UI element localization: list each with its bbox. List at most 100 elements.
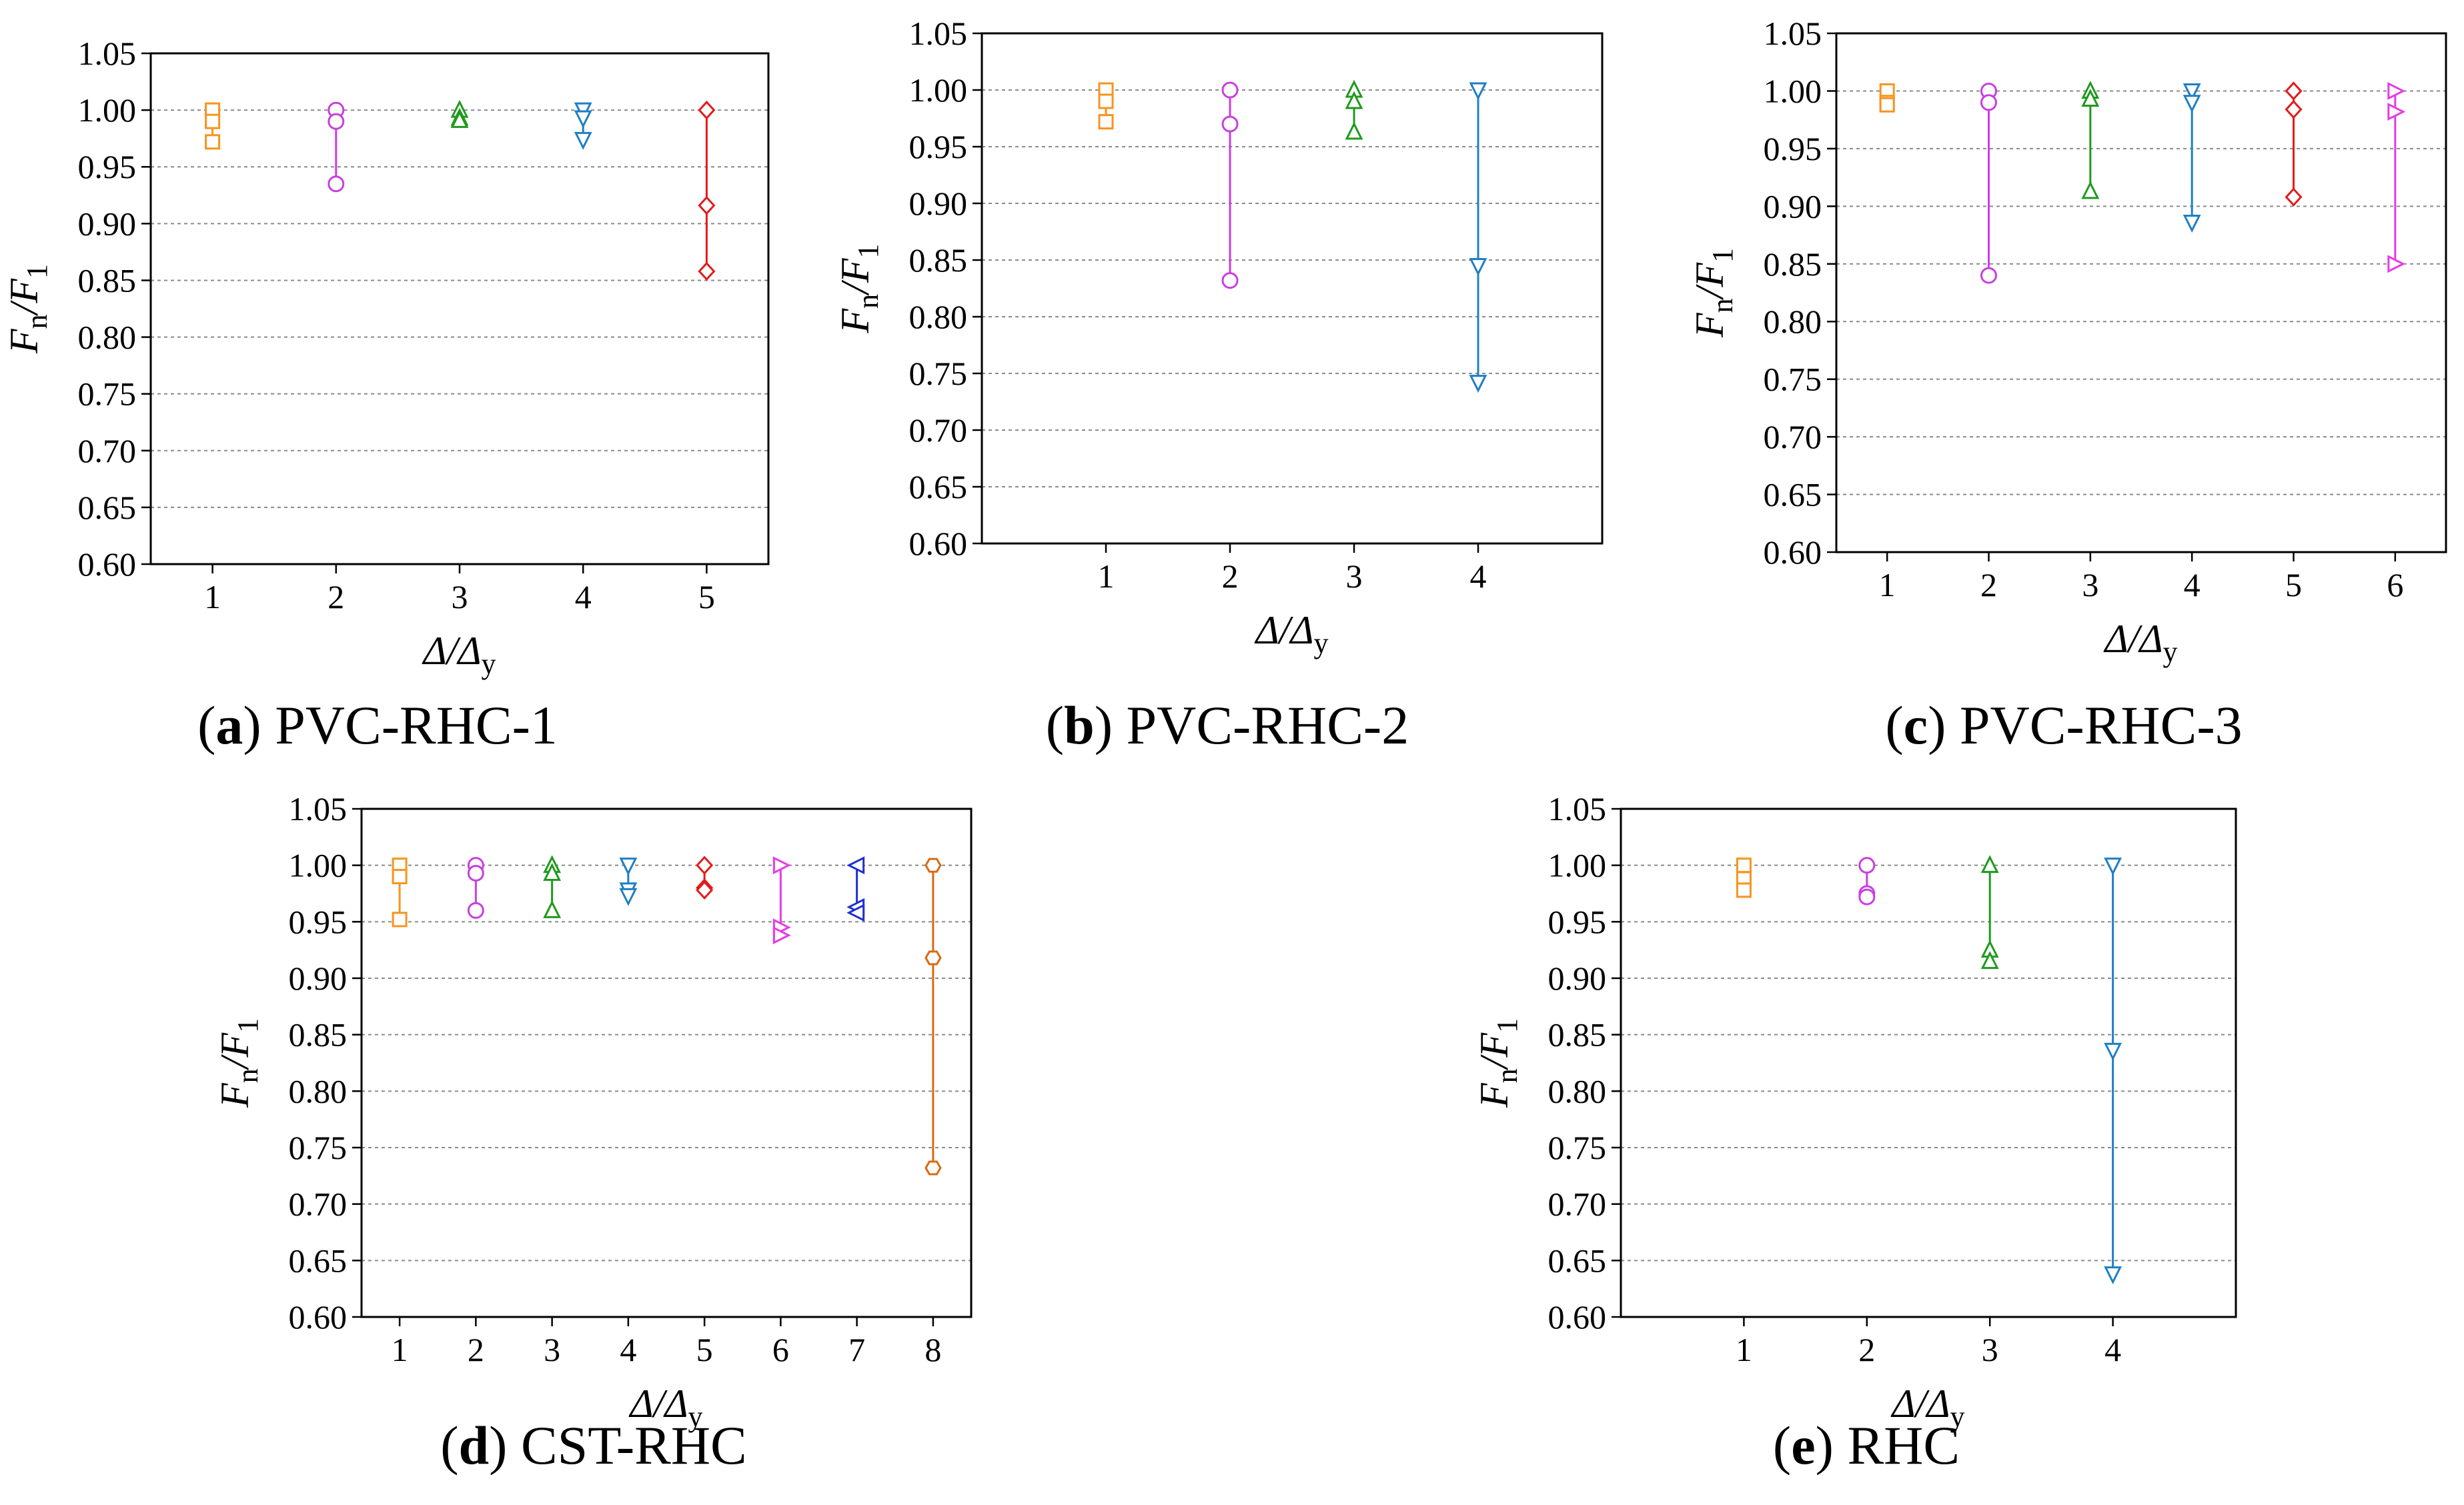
y-tick-label: 0.95 (1548, 903, 1607, 940)
y-tick-label: 1.00 (78, 91, 137, 129)
x-axis-label-sub: y (2163, 635, 2178, 668)
data-point (925, 858, 942, 873)
caption-paren-open: ( (1046, 695, 1064, 756)
chart-panel-d: 0.60 0.65 0.70 0.75 0.80 0.85 0.90 0.95 1.00 1.05… (213, 790, 973, 1476)
data-point (543, 900, 562, 918)
data-point (698, 100, 716, 120)
data-point (1858, 888, 1876, 906)
series-triangle-down (2104, 858, 2122, 1285)
data-point (574, 110, 592, 129)
y-axis-label-sub2: 1 (231, 1018, 264, 1033)
x-tick-label: 5 (696, 1331, 713, 1368)
data-point (772, 926, 791, 945)
data-point (2387, 103, 2406, 121)
panel-caption: (c) PVC-RHC-3 (1885, 695, 2242, 756)
y-tick-label: 0.80 (909, 298, 968, 335)
y-tick-label: 0.65 (909, 468, 968, 505)
y-tick-label: 0.75 (289, 1129, 348, 1166)
caption-paren-close: ) (243, 695, 275, 756)
caption-paren-close: ) (489, 1415, 521, 1476)
y-tick-label: 0.65 (1548, 1242, 1607, 1279)
data-point (2387, 255, 2406, 273)
y-tick-label: 0.60 (1548, 1298, 1607, 1336)
series-circle (1221, 81, 1239, 289)
data-point (1098, 93, 1114, 109)
x-tick-label: 2 (468, 1331, 484, 1368)
series-diamond (2285, 81, 2303, 207)
series-circle (328, 101, 345, 193)
data-point (1345, 121, 1363, 140)
y-tick-label: 0.90 (289, 960, 348, 997)
data-point (1980, 94, 1997, 111)
caption-paren-close: ) (1095, 695, 1127, 756)
y-axis-label-sub: n (21, 314, 53, 329)
data-point (772, 856, 791, 875)
y-tick-label: 1.05 (1548, 790, 1607, 828)
x-axis-label-main: Δ/Δ (422, 629, 481, 673)
series-triangle-up (2081, 81, 2100, 199)
x-tick-label: 2 (1222, 557, 1239, 595)
series-triangle-left (846, 856, 865, 922)
x-axis-label: Δ/Δy (628, 1382, 702, 1433)
y-tick-label: 0.95 (289, 903, 348, 940)
data-point (205, 134, 221, 150)
y-tick-label: 0.95 (78, 148, 137, 185)
y-tick-label: 1.05 (909, 15, 968, 52)
data-point (1980, 951, 1999, 970)
series-square (1736, 858, 1752, 898)
panel-caption: (d) CST-RHC (440, 1415, 747, 1476)
plot-frame (360, 808, 973, 1318)
y-axis-label-sub2: 1 (852, 244, 884, 259)
y-tick-label: 0.85 (78, 261, 137, 299)
x-axis-label-sub: y (482, 647, 496, 680)
y-tick-label: 1.05 (1764, 15, 1822, 52)
y-tick-label: 0.80 (78, 319, 137, 356)
series-hexagon (925, 858, 942, 1176)
y-tick-label: 0.75 (1548, 1129, 1607, 1166)
y-tick-label: 0.60 (1764, 533, 1822, 571)
data-point (1469, 82, 1487, 101)
y-tick-label: 1.00 (289, 847, 348, 884)
caption-paren-close: ) (1816, 1415, 1848, 1476)
x-tick-label: 4 (620, 1331, 636, 1368)
x-tick-label: 4 (2184, 566, 2201, 603)
chart-panel-e: 0.60 0.65 0.70 0.75 0.80 0.85 0.90 0.95 1.00 1.05… (1472, 790, 2237, 1476)
caption-paren-open: ( (197, 695, 215, 756)
y-tick-label: 0.95 (909, 128, 968, 165)
series-diamond (696, 856, 714, 900)
series-triangle-up (543, 855, 562, 918)
y-axis-label-sep: /F (1688, 262, 1732, 301)
series-circle (467, 857, 484, 919)
x-tick-label: 1 (1879, 566, 1896, 603)
y-tick-label: 0.90 (1764, 187, 1822, 225)
data-point (619, 888, 638, 906)
y-axis-label-sep: /F (213, 1032, 257, 1071)
x-axis-label-sub: y (688, 1400, 703, 1433)
x-tick-label: 7 (848, 1331, 865, 1368)
data-point (2081, 181, 2100, 199)
y-tick-label: 0.60 (909, 525, 968, 562)
series-triangle-down (2183, 83, 2201, 233)
x-tick-label: 1 (1736, 1331, 1752, 1368)
x-tick-label: 2 (328, 578, 344, 615)
y-tick-label: 0.85 (289, 1016, 348, 1054)
y-tick-label: 0.80 (1764, 303, 1822, 340)
series-triangle-right (772, 856, 791, 945)
caption-letter: e (1791, 1415, 1815, 1476)
y-tick-label: 0.80 (289, 1072, 348, 1110)
x-axis-label: Δ/Δy (1254, 608, 1328, 659)
series-circle (1858, 857, 1876, 906)
y-tick-label: 0.75 (909, 355, 968, 392)
y-tick-label: 0.60 (289, 1298, 348, 1336)
y-axis-label-sub: n (1706, 298, 1739, 313)
data-point (619, 858, 638, 876)
data-point (2183, 83, 2201, 101)
series-triangle-right (2387, 82, 2406, 273)
series-square (392, 858, 408, 928)
y-tick-label: 0.70 (1548, 1186, 1607, 1223)
series-circle (1980, 82, 1997, 284)
y-tick-label: 0.70 (78, 432, 137, 469)
data-point (1980, 267, 1997, 284)
x-tick-label: 1 (204, 578, 221, 615)
